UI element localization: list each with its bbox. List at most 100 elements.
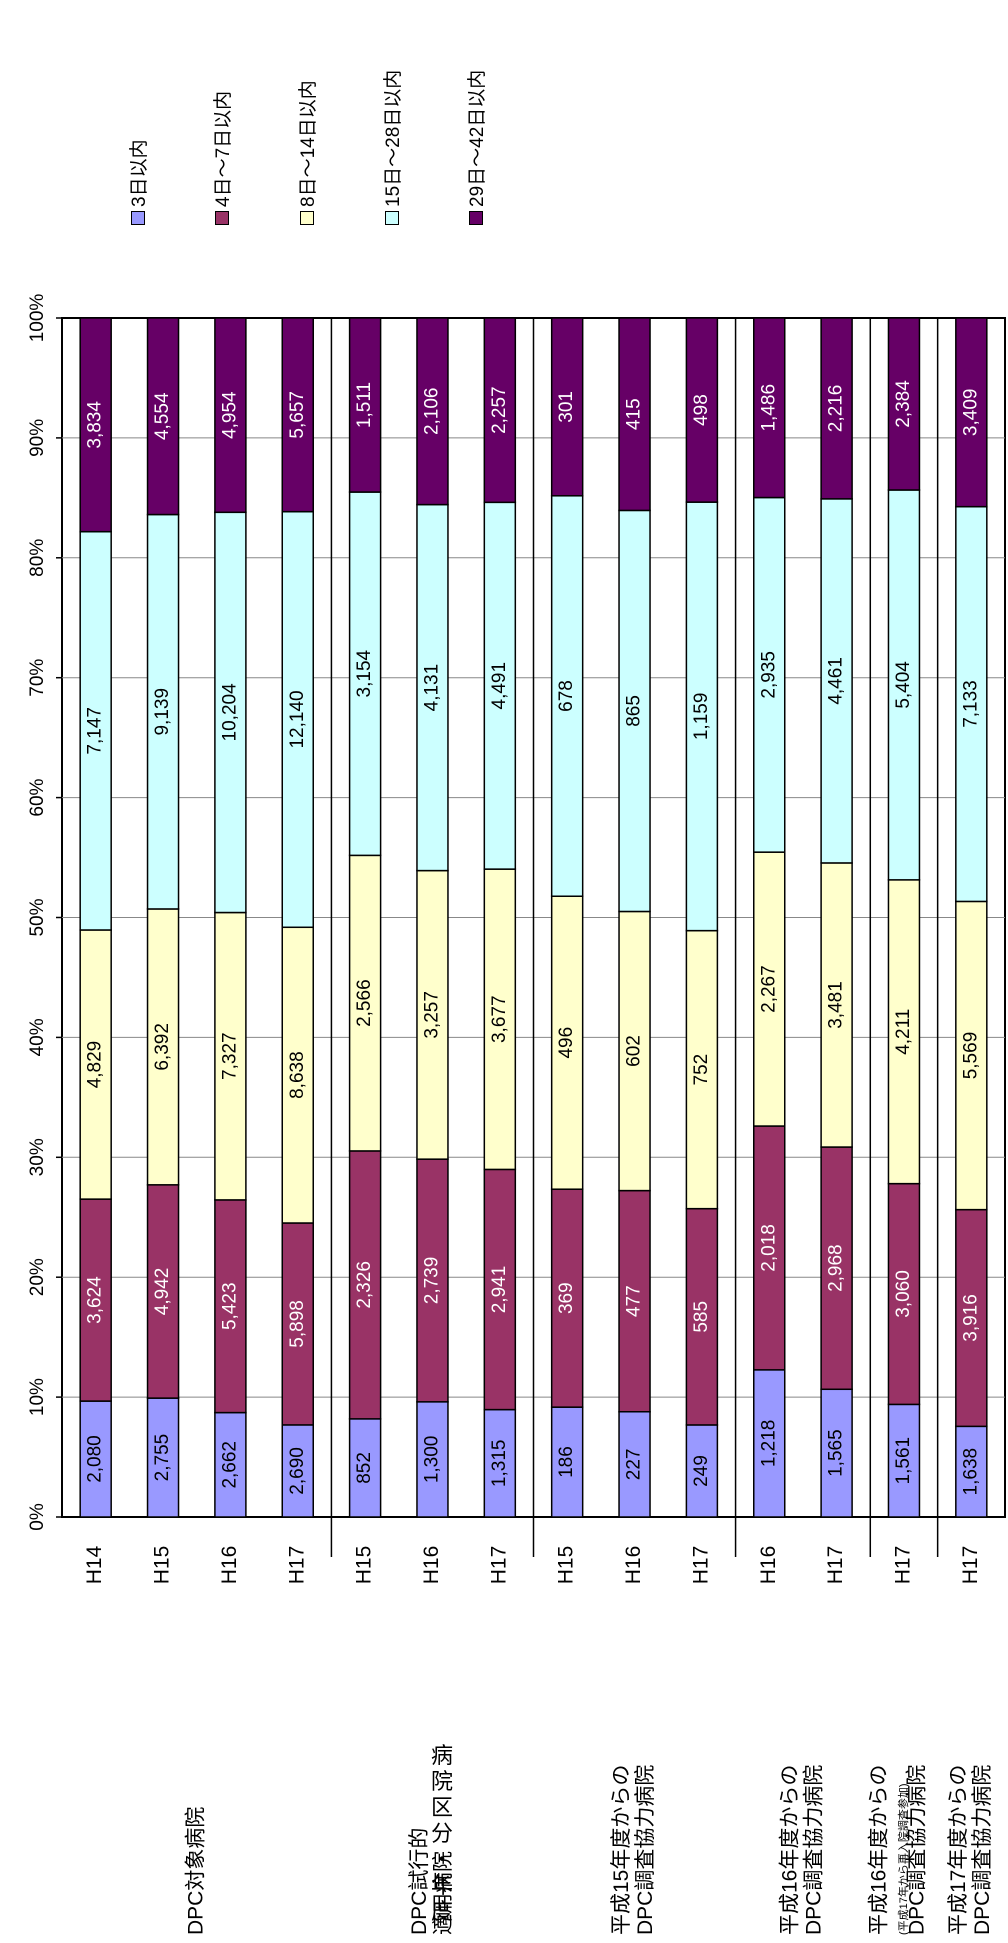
y-tick-label: 60% [27,778,48,816]
data-label: 3,916 [960,1294,981,1342]
data-label: 415 [624,398,645,430]
data-label: 2,267 [758,965,779,1013]
bar-segment [753,496,786,853]
bar-segment [214,511,247,914]
data-label: 1,218 [758,1420,779,1468]
bar-segment [483,317,517,504]
data-label: 3,481 [826,981,847,1029]
x-tick-label: H15 [151,1546,174,1585]
data-label: 496 [556,1027,577,1059]
data-label: 6,392 [152,1023,173,1071]
bar-segment [820,862,853,1148]
bar-segment [281,510,314,929]
data-label: 7,133 [960,680,981,728]
data-label: 5,569 [960,1032,981,1080]
bar-segment [955,900,988,1211]
data-label: 3,834 [85,401,106,449]
bar-segment [79,530,112,931]
y-tick-label: 100% [27,294,48,343]
data-label: 2,566 [354,979,375,1027]
bar-segment [820,1388,853,1518]
data-label: 5,404 [893,661,914,709]
data-label: 5,423 [219,1282,240,1330]
data-label: 9,139 [152,688,173,736]
bar-segment [820,317,853,500]
bar-segment [550,895,584,1190]
data-label: 2,080 [85,1435,106,1483]
data-label: 301 [556,391,577,423]
data-label: 2,755 [152,1434,173,1482]
x-tick-label: H16 [218,1546,241,1585]
data-label: 7,147 [85,707,106,755]
bar-segment [955,1208,988,1428]
bar-segment [685,317,719,503]
bar-segment [887,1182,921,1406]
group-label: 適用病院 [432,1851,455,1935]
bar-segment [79,317,112,533]
bar-segment [887,1403,921,1518]
data-label: 1,565 [826,1429,847,1477]
x-tick-label: H17 [824,1546,847,1585]
data-label: 3,257 [421,991,442,1039]
data-label: 477 [624,1285,645,1317]
data-label: 3,624 [85,1276,106,1324]
axis-title-char: 院 [431,1769,453,1794]
data-label: 678 [556,680,577,712]
group-label: 平成16年度からの [868,1765,891,1935]
data-label: 2,739 [421,1257,442,1305]
data-label: 2,662 [219,1441,240,1489]
x-tick-label: H17 [689,1546,712,1585]
data-label: 1,300 [421,1436,442,1484]
data-label: 2,216 [826,385,847,433]
group-label: DPC試行的 [408,1828,431,1935]
bar-segment [416,503,449,872]
data-label: 8,638 [287,1051,308,1099]
group-label: 平成16年度からの [778,1765,801,1935]
bar-segment [618,1411,651,1518]
data-label: 7,327 [219,1032,240,1080]
bar-segment [820,498,853,864]
group-label: DPC調査協力病院 [802,1765,825,1935]
data-label: 3,677 [489,995,510,1043]
data-label: 5,898 [287,1300,308,1348]
data-label: 186 [556,1446,577,1478]
data-label: 1,511 [354,382,375,428]
data-label: 4,829 [85,1041,106,1089]
group-label: (平成17年から再入院調査参加) [896,1783,910,1935]
x-tick-label: H15 [353,1546,376,1585]
bar-segment [618,910,651,1192]
data-label: 585 [691,1301,712,1333]
data-label: 865 [624,695,645,727]
bar-segment [618,317,651,512]
data-label: 4,942 [152,1268,173,1316]
group-label: 平成15年度からの [610,1765,633,1935]
x-tick-label: H17 [892,1546,915,1585]
data-label: 2,106 [421,388,442,436]
group-label: DPC調査協力病院 [971,1765,994,1935]
bar-segment [685,501,719,932]
data-label: 1,486 [758,384,779,432]
bar-segment [146,317,180,516]
bar-segment [281,1222,314,1426]
group-label: 平成17年度からの [947,1765,970,1935]
bar-segment [685,1424,719,1518]
data-label: 752 [691,1054,712,1086]
axis-title-char: 分 [431,1821,453,1846]
axis-title-char: 病 [431,1743,453,1768]
data-label: 1,159 [691,693,712,741]
x-tick-label: H16 [757,1546,780,1585]
data-label: 1,561 [893,1437,914,1485]
bar-segment [887,317,921,491]
bar-segment [483,501,517,870]
bar-segment [79,1400,112,1518]
data-label: 3,154 [354,649,375,697]
data-label: 3,409 [960,389,981,437]
bar-segment [753,1369,786,1518]
bar-segment [348,1418,382,1518]
data-label: 4,211 [893,1009,914,1055]
bar-segment [685,929,719,1210]
axis-title-char: 年 [431,1873,453,1898]
bar-segment [955,317,988,508]
bar-segment [214,911,247,1201]
